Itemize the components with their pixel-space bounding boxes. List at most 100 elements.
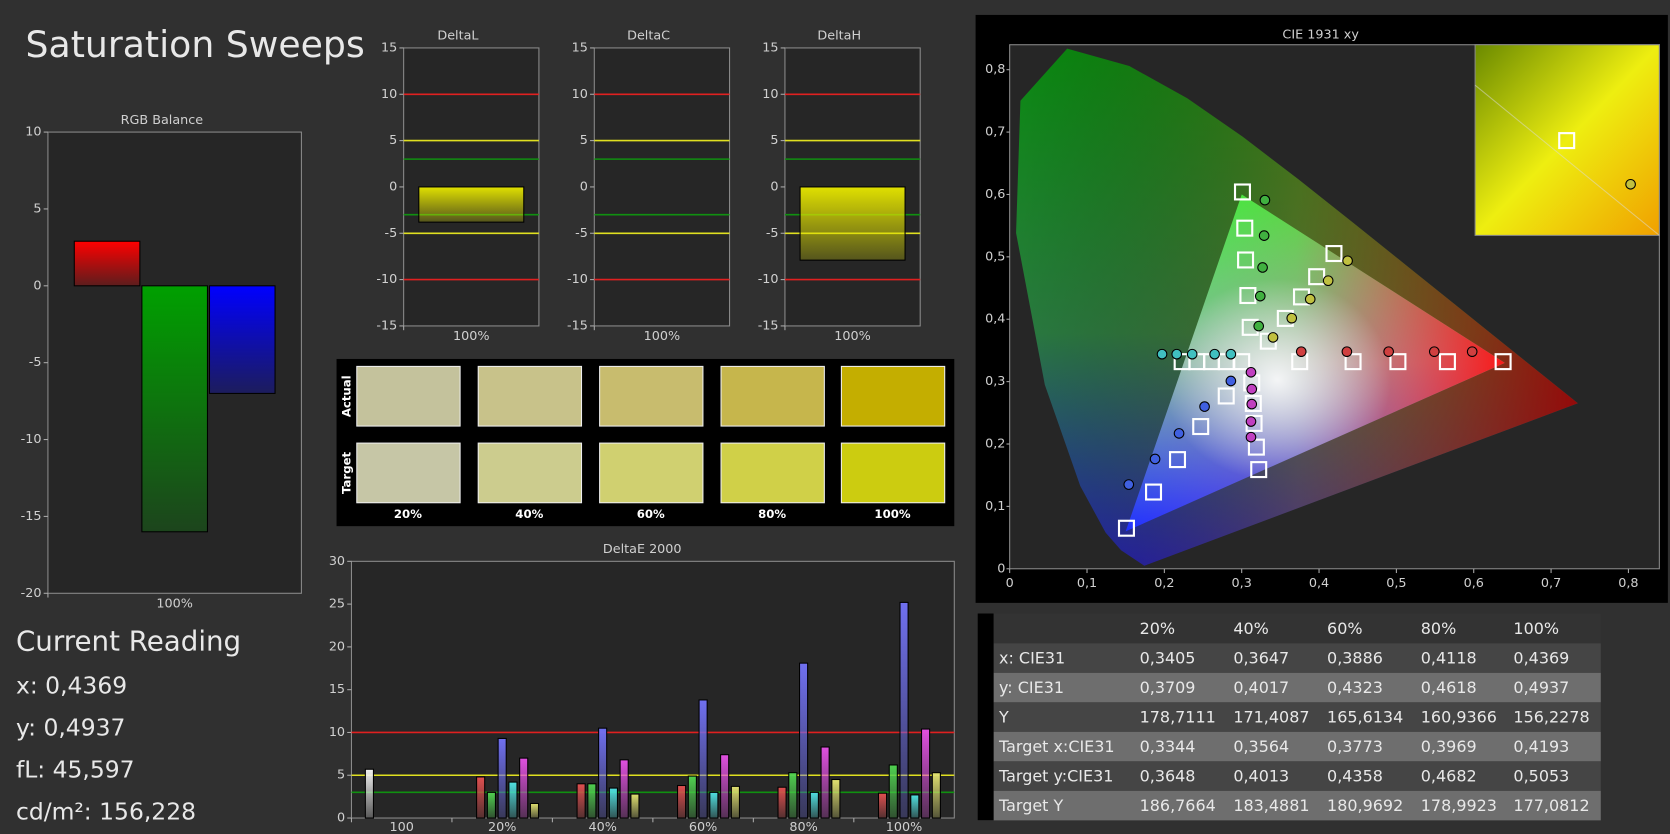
y-tick-label: 0,4 (985, 312, 1005, 327)
y-tick-label: -10 (758, 272, 779, 287)
y-tick-label: -15 (21, 509, 42, 524)
table-cell: 177,0812 (1513, 796, 1589, 815)
table-row-bg (993, 643, 1601, 673)
reading-line: cd/m²: 156,228 (16, 798, 196, 826)
y-tick-label: 0 (33, 278, 41, 293)
bar (899, 601, 909, 819)
reading-line: x: 0,4369 (16, 672, 127, 700)
x-tick-label: 0,4 (1309, 576, 1329, 591)
reading-line: y: 0,4937 (16, 714, 125, 742)
table-cell: 0,5053 (1513, 766, 1569, 785)
target-marker (1236, 219, 1254, 237)
y-tick-label: 5 (337, 768, 345, 783)
y-tick-label: 30 (329, 554, 345, 569)
table-cell: 0,3405 (1140, 648, 1196, 667)
measured-marker (1253, 320, 1265, 332)
target-swatch (356, 442, 461, 504)
table-cell: 160,9366 (1421, 707, 1497, 726)
table-row-label: x: CIE31 (999, 648, 1065, 667)
table-cell: 183,4881 (1233, 796, 1309, 815)
measured-marker (1245, 366, 1257, 378)
measured-marker (1254, 290, 1266, 302)
target-marker (1173, 353, 1191, 371)
y-tick-label: 15 (329, 682, 345, 697)
table-cell: 0,4323 (1327, 678, 1383, 697)
table-cell: 180,9692 (1327, 796, 1403, 815)
y-tick-label: -15 (758, 318, 779, 333)
table-cell: 0,3886 (1327, 648, 1383, 667)
y-tick-label: 15 (572, 40, 588, 55)
x-tick-label: 20% (488, 820, 516, 834)
bar (529, 802, 540, 819)
y-tick-label: 0,2 (985, 437, 1005, 452)
bar (809, 791, 819, 819)
bar (598, 727, 608, 819)
reading-title: Current Reading (16, 624, 241, 657)
y-tick-label: -10 (567, 272, 588, 287)
y-tick-label: 15 (762, 40, 778, 55)
bar (364, 768, 374, 819)
actual-swatch (840, 365, 946, 427)
bar (519, 757, 529, 819)
y-tick-label: 10 (572, 87, 588, 102)
y-tick-label: 10 (381, 87, 397, 102)
table-row-bg (993, 672, 1601, 703)
measured-marker (1245, 416, 1257, 427)
bar (608, 787, 618, 819)
target-marker (1325, 245, 1343, 263)
bar (877, 792, 888, 819)
swatch-row-label: Actual (340, 375, 354, 417)
target-swatch (599, 442, 704, 504)
zoom-inset (1474, 44, 1660, 236)
measured-marker (1295, 346, 1307, 358)
table-strip (977, 613, 994, 821)
bar (799, 186, 906, 261)
table-row-bg (993, 790, 1601, 821)
y-tick-label: -15 (376, 318, 397, 333)
actual-swatch (356, 365, 461, 427)
x-tick-label: 0,3 (1232, 576, 1252, 591)
target-marker (1117, 519, 1135, 537)
measured-marker (1199, 401, 1210, 412)
target-marker (1247, 438, 1265, 456)
gamut-triangle (1125, 194, 1505, 532)
table-cell: 0,4017 (1233, 678, 1289, 697)
chart-title: CIE 1931 xy (1282, 28, 1359, 43)
measured-marker (1267, 332, 1279, 343)
x-tick-label: 60% (689, 820, 717, 834)
table-cell: 0,3969 (1421, 737, 1477, 756)
x-tick-label: 40% (588, 820, 616, 834)
target-swatch (720, 442, 825, 504)
x-tick-label: 80% (789, 820, 817, 834)
target-marker (1145, 483, 1163, 501)
swatch-row-label: Target (340, 451, 354, 493)
target-swatch (840, 442, 946, 504)
table-cell: 178,7111 (1140, 707, 1216, 726)
x-tick-label: 0,1 (1077, 576, 1097, 591)
table-row-bg (993, 761, 1601, 791)
actual-swatch (477, 365, 583, 427)
table-cell: 0,3647 (1233, 648, 1289, 667)
chart-title: DeltaE 2000 (603, 542, 682, 557)
measured-marker (1466, 346, 1478, 358)
actual-swatch (599, 365, 704, 427)
y-tick-label: -5 (29, 355, 42, 370)
table-cell: 0,3709 (1140, 678, 1196, 697)
swatch-label: 20% (394, 507, 422, 521)
swatch-label: 80% (758, 507, 786, 521)
table-header: 60% (1327, 619, 1362, 638)
bar (141, 285, 208, 533)
bar (730, 785, 740, 819)
actual-swatch (720, 365, 825, 427)
bar (497, 737, 507, 819)
measured-marker (1341, 346, 1353, 358)
table-cell: 0,4358 (1327, 766, 1383, 785)
y-tick-label: 15 (381, 40, 397, 55)
measured-marker (1225, 348, 1237, 360)
bar (799, 662, 809, 819)
reading-line: fL: 45,597 (16, 756, 135, 784)
bar (677, 784, 687, 819)
measured-marker (1246, 383, 1258, 395)
zoom-measured (1625, 178, 1636, 190)
